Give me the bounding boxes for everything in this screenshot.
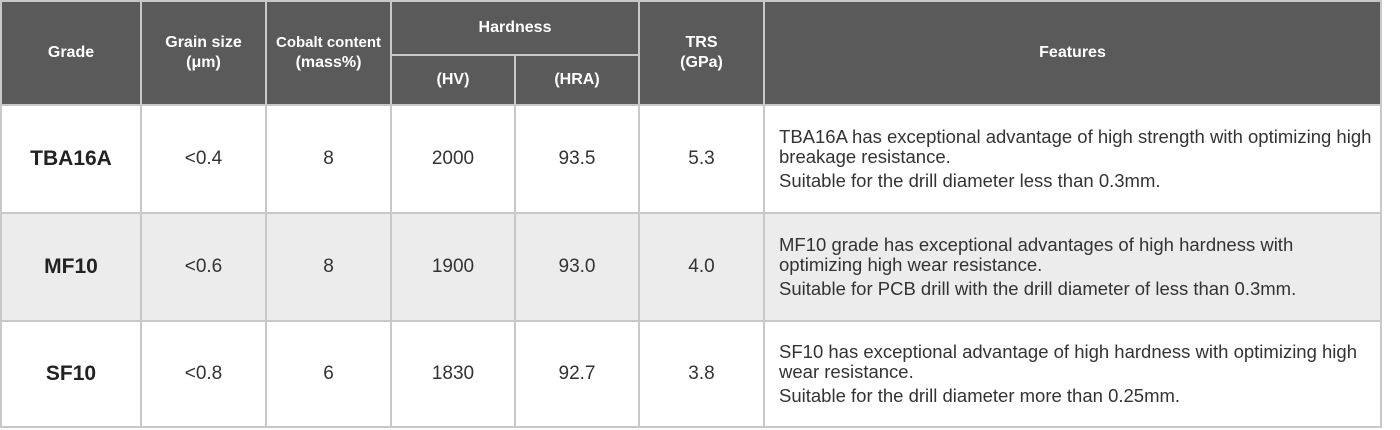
- cell-grain-size: <0.8: [140, 320, 267, 428]
- cell-trs: 3.8: [638, 320, 766, 428]
- cell-hra: 93.0: [513, 212, 641, 322]
- cell-trs: 4.0: [638, 212, 766, 322]
- header-row-top: Grade Grain size (μm) Cobalt content (ma…: [0, 0, 1383, 106]
- header-cobalt-content: Cobalt content (mass%): [265, 0, 392, 106]
- cell-cobalt: 8: [265, 104, 392, 214]
- cell-cobalt: 6: [265, 320, 392, 428]
- header-grain-size-unit: (μm): [186, 54, 221, 71]
- header-trs-label: TRS: [685, 34, 718, 51]
- feature-suitability: Suitable for PCB drill with the drill di…: [779, 278, 1297, 299]
- feature-description: MF10 grade has exceptional advantages of…: [779, 234, 1294, 275]
- header-grade: Grade: [0, 0, 142, 106]
- cell-hra: 93.5: [513, 104, 641, 214]
- table-row: TBA16A <0.4 8 2000 93.5 5.3 TBA16A has e…: [0, 104, 1383, 214]
- table-row: SF10 <0.8 6 1830 92.7 3.8 SF10 has excep…: [0, 320, 1383, 428]
- cell-features: MF10 grade has exceptional advantages of…: [763, 212, 1383, 322]
- cell-hv: 2000: [390, 104, 516, 214]
- cell-cobalt: 8: [265, 212, 392, 322]
- cell-features: SF10 has exceptional advantage of high h…: [763, 320, 1383, 428]
- header-hardness-hra: (HRA): [513, 54, 641, 106]
- cell-grain-size: <0.4: [140, 104, 267, 214]
- header-grain-size: Grain size (μm): [140, 0, 267, 106]
- cell-hv: 1830: [390, 320, 516, 428]
- header-features: Features: [763, 0, 1383, 106]
- feature-description: TBA16A has exceptional advantage of high…: [779, 126, 1372, 167]
- cell-hra: 92.7: [513, 320, 641, 428]
- cell-hv: 1900: [390, 212, 516, 322]
- header-grain-size-label: Grain size: [165, 34, 242, 51]
- cell-grain-size: <0.6: [140, 212, 267, 322]
- cell-trs: 5.3: [638, 104, 766, 214]
- header-cobalt-label: Cobalt content: [276, 34, 381, 51]
- table-row: MF10 <0.6 8 1900 93.0 4.0 MF10 grade has…: [0, 212, 1383, 322]
- cell-grade: MF10: [0, 212, 142, 322]
- feature-suitability: Suitable for the drill diameter more tha…: [779, 385, 1181, 406]
- cell-features: TBA16A has exceptional advantage of high…: [763, 104, 1383, 214]
- cell-grade: SF10: [0, 320, 142, 428]
- header-hardness-hv: (HV): [390, 54, 516, 106]
- header-trs: TRS (GPa): [638, 0, 766, 106]
- cell-grade: TBA16A: [0, 104, 142, 214]
- header-trs-unit: (GPa): [680, 54, 723, 71]
- header-row-sub: (HV) (HRA): [1, 54, 1381, 106]
- feature-description: SF10 has exceptional advantage of high h…: [779, 341, 1357, 382]
- header-hardness: Hardness: [389, 0, 641, 56]
- header-cobalt-unit: (mass%): [295, 54, 362, 71]
- feature-suitability: Suitable for the drill diameter less tha…: [779, 170, 1161, 191]
